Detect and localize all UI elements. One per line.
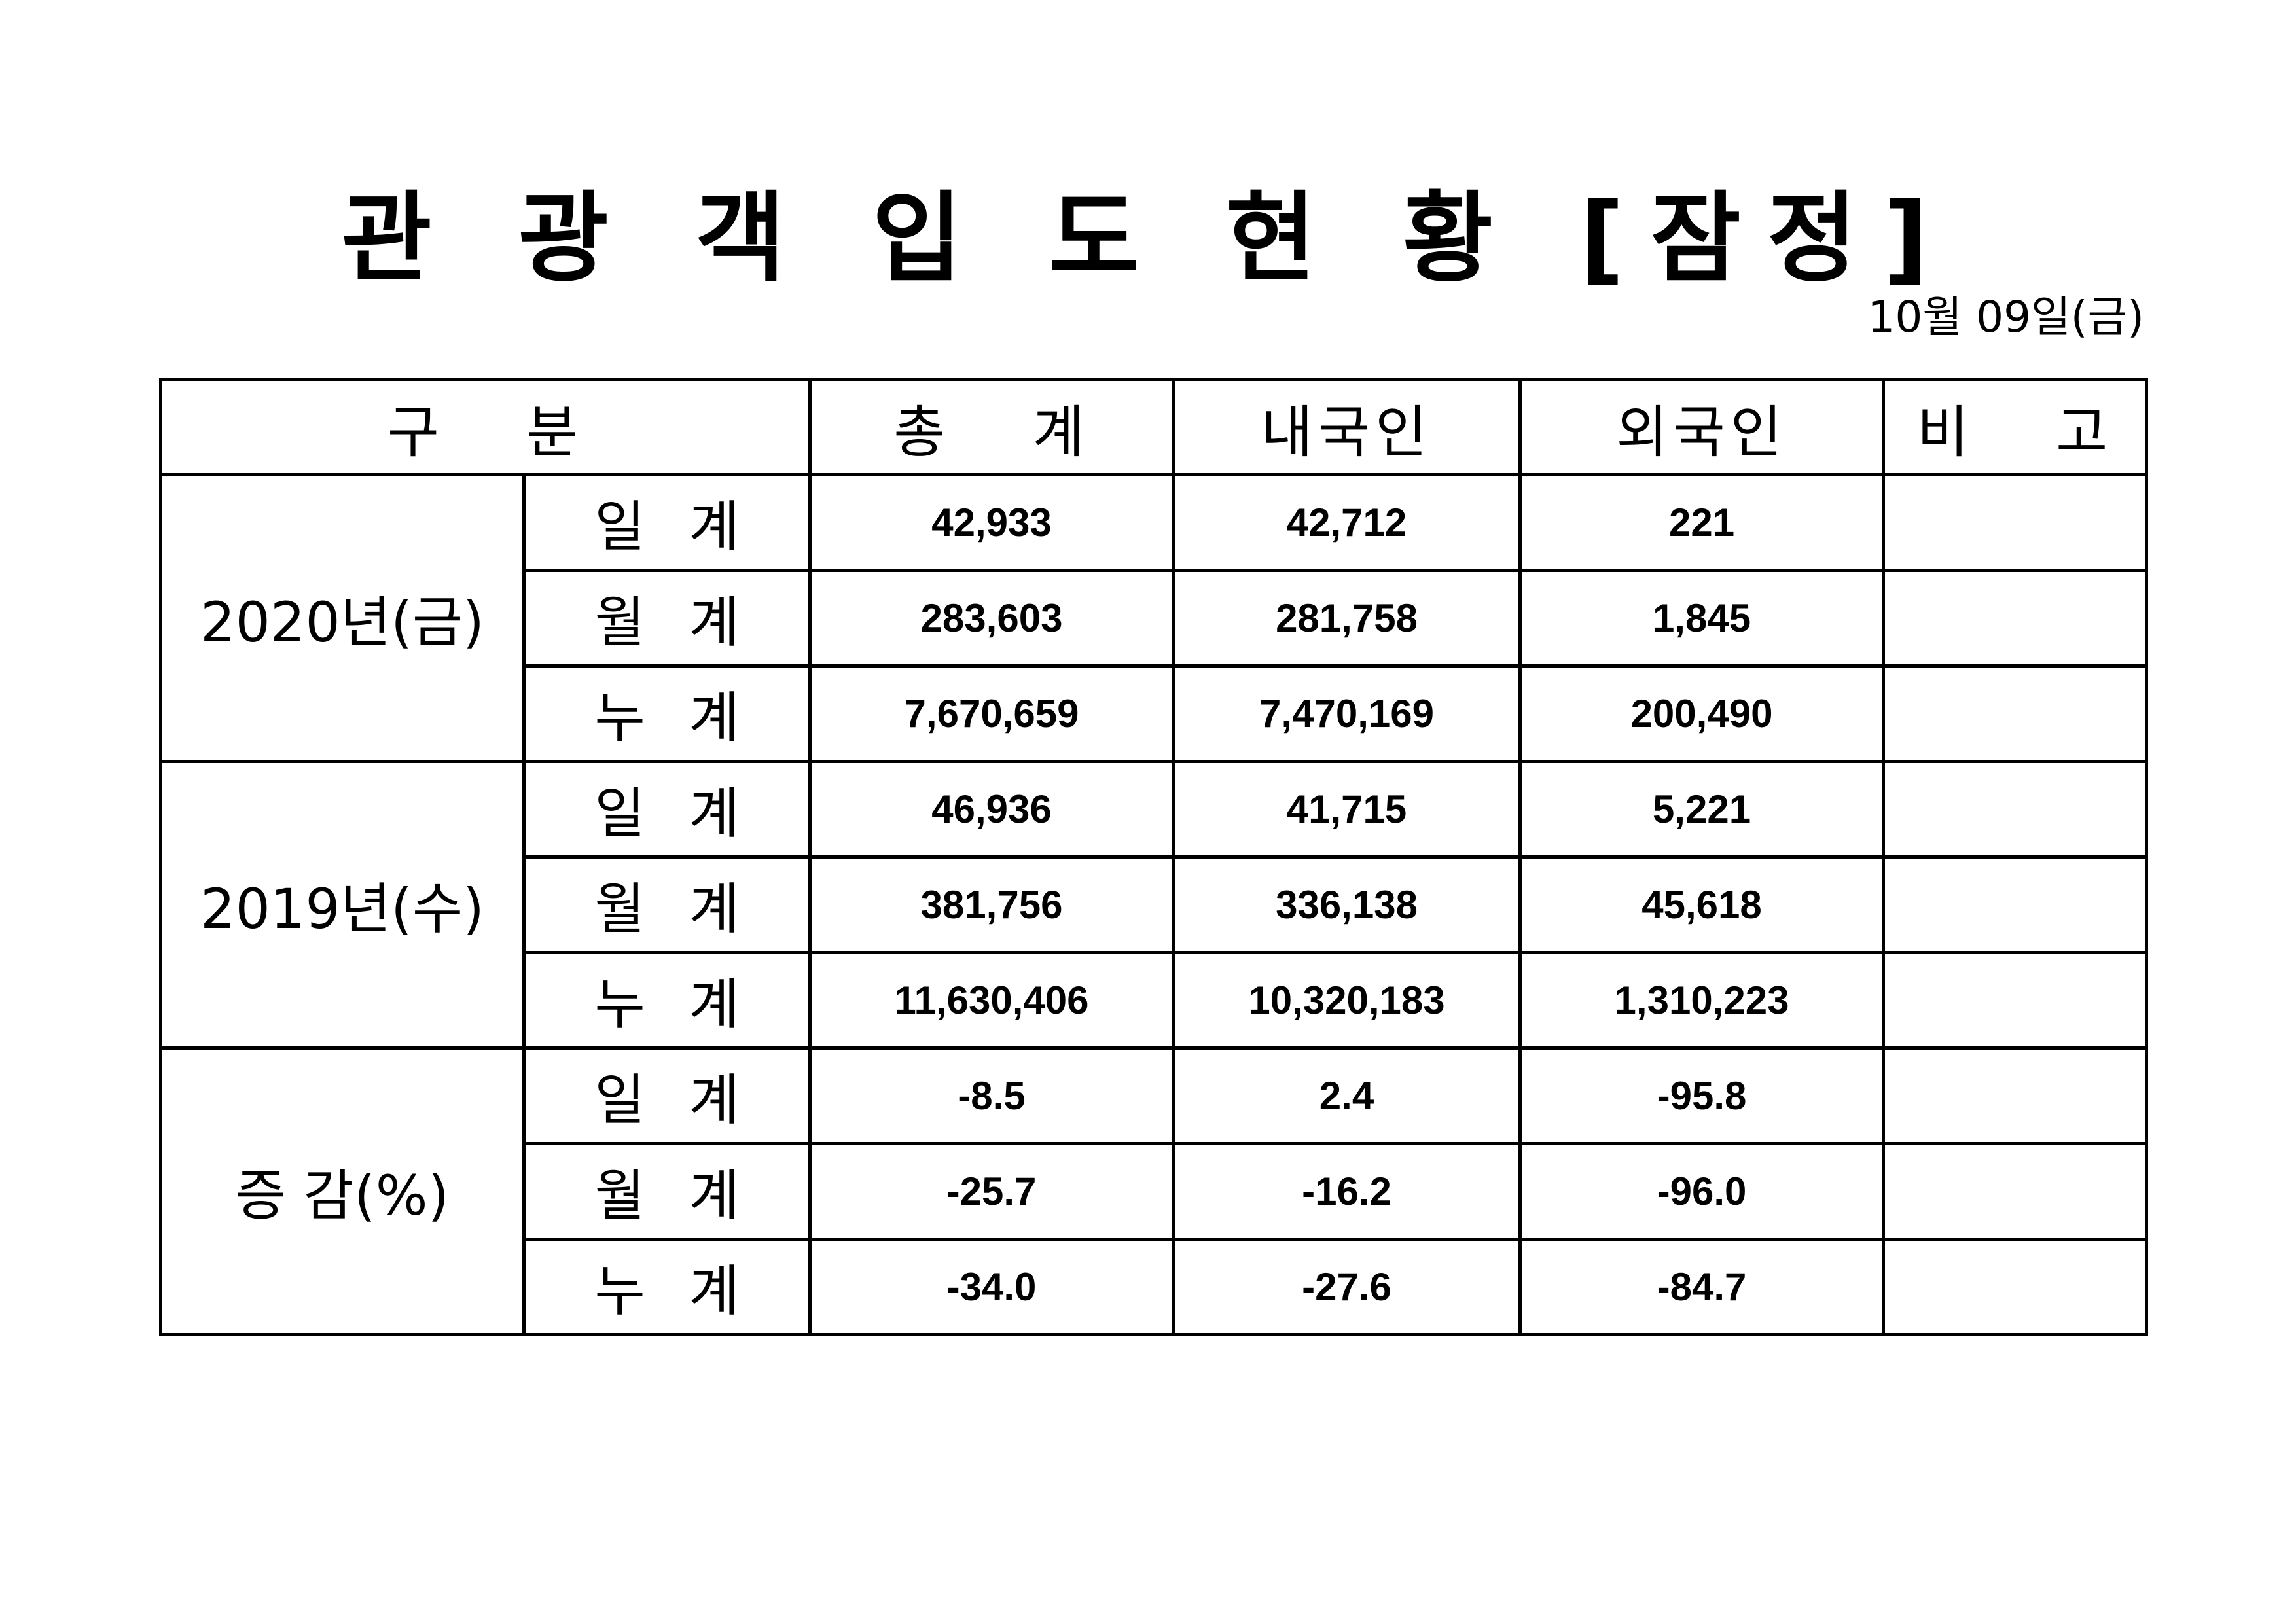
domestic-cell: 41,715 (1172, 760, 1522, 859)
remarks-cell (1882, 1046, 2149, 1145)
header-foreign: 외국인 (1518, 378, 1886, 476)
foreign-cell: -84.7 (1518, 1238, 1886, 1336)
row-type-label: 월 계 (522, 1142, 812, 1241)
remarks-cell (1882, 855, 2149, 954)
total-cell: -34.0 (808, 1238, 1175, 1336)
foreign-cell: -96.0 (1518, 1142, 1886, 1241)
header-category: 구 분 (158, 378, 812, 476)
remarks-cell (1882, 1238, 2149, 1336)
remarks-cell (1882, 1142, 2149, 1241)
table-row: 월 계 381,756 336,138 45,618 (161, 855, 2149, 954)
row-type-label: 누 계 (522, 1238, 812, 1336)
header-domestic: 내국인 (1172, 378, 1522, 476)
foreign-cell: 200,490 (1518, 664, 1886, 763)
total-cell: 283,603 (808, 569, 1175, 668)
header-total: 총 계 (808, 378, 1175, 476)
total-cell: 11,630,406 (808, 951, 1175, 1050)
table-row: 2019년(수) 일 계 46,936 41,715 5,221 (159, 760, 2149, 1050)
header-row: 구 분 총 계 내국인 외국인 비 고 (158, 378, 2149, 476)
foreign-cell: 5,221 (1518, 760, 1886, 859)
domestic-cell: -27.6 (1172, 1238, 1522, 1336)
row-type-label: 누 계 (522, 951, 812, 1050)
foreign-cell: 221 (1518, 473, 1886, 572)
table-row: 월 계 -25.7 -16.2 -96.0 (161, 1142, 2149, 1241)
domestic-cell: 281,758 (1172, 569, 1522, 668)
total-cell: 46,936 (808, 760, 1175, 859)
report-date: 10월 09일(금) (1867, 292, 2144, 342)
remarks-cell (1882, 951, 2149, 1050)
table-row: 누 계 11,630,406 10,320,183 1,310,223 (161, 951, 2149, 1050)
row-type-label: 일 계 (522, 760, 812, 859)
row-type-label: 일 계 (522, 1046, 812, 1145)
domestic-cell: 7,470,169 (1172, 664, 1522, 763)
foreign-cell: 1,845 (1518, 569, 1886, 668)
remarks-cell (1882, 473, 2149, 572)
foreign-cell: 1,310,223 (1518, 951, 1886, 1050)
page-title: 관 광 객 입 도 현 황 [잠정] (341, 182, 1955, 296)
remarks-cell (1882, 569, 2149, 668)
row-type-label: 월 계 (522, 855, 812, 954)
total-cell: 42,933 (808, 473, 1175, 572)
table-row: 누 계 -34.0 -27.6 -84.7 (161, 1238, 2149, 1336)
group-label-2020: 2020년(금) (159, 473, 526, 763)
table-row: 2020년(금) 일 계 42,933 42,712 221 (159, 473, 2149, 763)
row-type-label: 월 계 (522, 569, 812, 668)
domestic-cell: -16.2 (1172, 1142, 1522, 1241)
total-cell: 7,670,659 (808, 664, 1175, 763)
foreign-cell: -95.8 (1518, 1046, 1886, 1145)
domestic-cell: 2.4 (1172, 1046, 1522, 1145)
tourist-arrivals-table: 구 분 총 계 내국인 외국인 비 고 2020년(금) 일 계 42,933 … (158, 378, 2149, 1336)
remarks-cell (1882, 760, 2149, 859)
total-cell: -8.5 (808, 1046, 1175, 1145)
domestic-cell: 336,138 (1172, 855, 1522, 954)
table-row: 월 계 283,603 281,758 1,845 (161, 569, 2149, 668)
table-row: 증 감(%) 일 계 -8.5 2.4 -95.8 (159, 1046, 2149, 1336)
header-remarks: 비 고 (1882, 378, 2149, 476)
row-type-label: 누 계 (522, 664, 812, 763)
table-row: 누 계 7,670,659 7,470,169 200,490 (161, 664, 2149, 763)
remarks-cell (1882, 664, 2149, 763)
domestic-cell: 42,712 (1172, 473, 1522, 572)
row-type-label: 일 계 (522, 473, 812, 572)
group-label-2019: 2019년(수) (159, 760, 526, 1050)
total-cell: 381,756 (808, 855, 1175, 954)
group-label-change: 증 감(%) (159, 1046, 526, 1336)
total-cell: -25.7 (808, 1142, 1175, 1241)
domestic-cell: 10,320,183 (1172, 951, 1522, 1050)
foreign-cell: 45,618 (1518, 855, 1886, 954)
